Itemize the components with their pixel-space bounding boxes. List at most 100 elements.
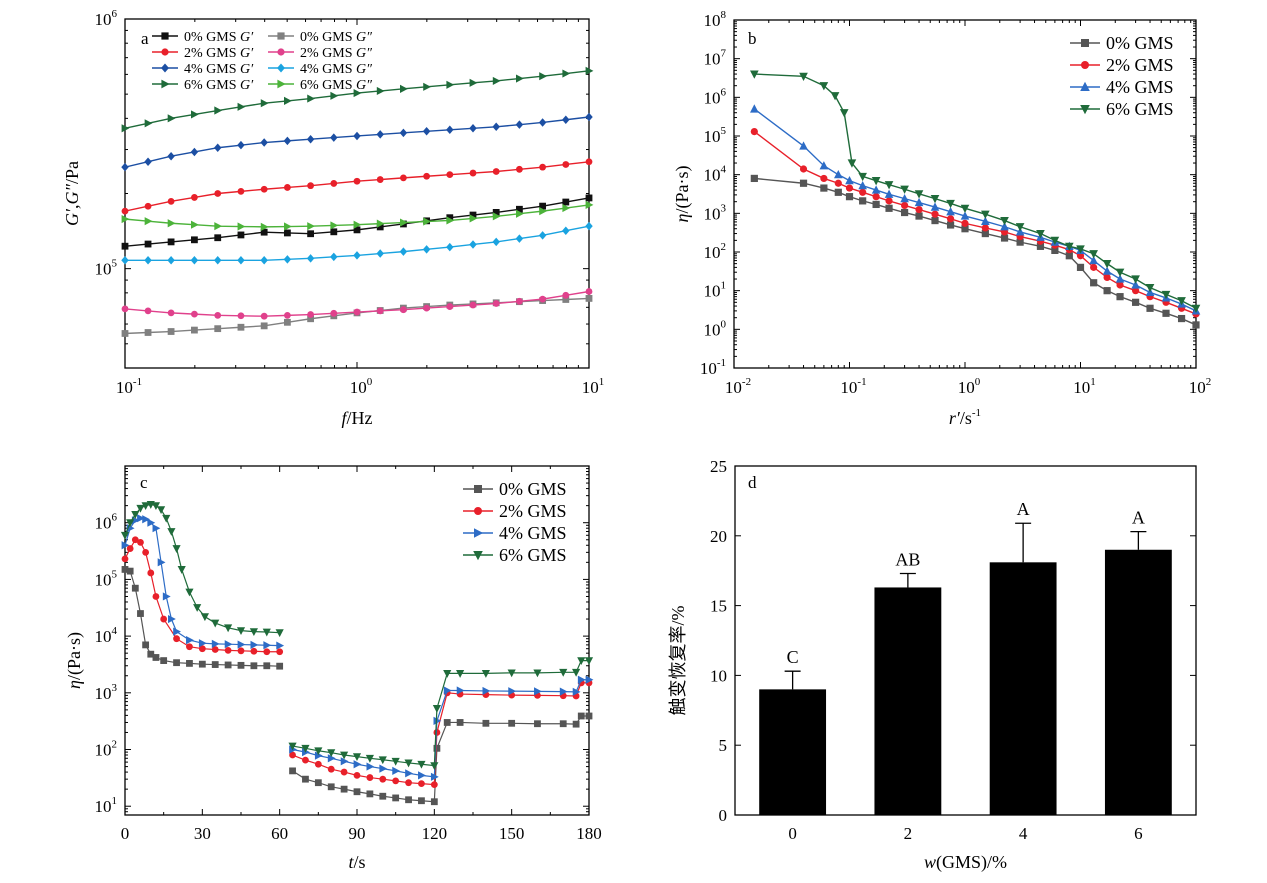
panel-a-series-2-point <box>283 136 292 146</box>
panel-b-series-0-point <box>1065 252 1073 260</box>
panel-b-series-1-point <box>901 201 909 210</box>
panel-a-series-6-point <box>469 240 477 249</box>
panel-c-series-2-point <box>418 771 426 780</box>
bar-2 <box>874 587 942 815</box>
panel-c-series-3-point <box>131 511 140 519</box>
panel-b-series-3-point <box>1015 223 1025 232</box>
panel-c-series-3-point <box>185 588 194 597</box>
panel-a-series-5-point <box>260 312 268 320</box>
panel-b-series-1-point <box>845 184 854 192</box>
significance-label-4: A <box>1017 499 1030 519</box>
panel-b-series-2-point <box>1102 266 1112 275</box>
panel-b-series-0-point <box>820 184 828 192</box>
panel-c-series-0-point <box>131 584 139 592</box>
panel-c-series-2-point <box>131 516 140 525</box>
panel-a-series-3-point <box>191 110 199 119</box>
panel-a-series-4-point <box>562 296 570 303</box>
legend-entry-symbol: G′ <box>240 78 254 93</box>
panel-b-series-1-point <box>872 193 880 201</box>
panel-c-series-3-point <box>172 545 181 553</box>
panel-b-x-label: 101 <box>1073 376 1096 397</box>
ylabel-rest: /(Pa·s) <box>64 632 85 680</box>
panel-b-series-3-point <box>1131 275 1140 284</box>
panel-c-series-0-point <box>340 785 348 793</box>
panel-b-series-3-point <box>1115 268 1125 277</box>
panel-b-series-0-point <box>1162 309 1170 317</box>
panel-c-series-3-point <box>211 619 220 628</box>
legend-swatch-marker <box>161 32 169 40</box>
panel-c-series-0-point <box>577 712 585 720</box>
panel-b-series-1-point <box>981 224 989 232</box>
tick-label-base: 10 <box>700 359 717 378</box>
panel-a-series-2-point <box>144 157 152 166</box>
panel-a-series-3-point <box>237 102 246 111</box>
legend-entry-symbol: G″ <box>356 46 372 61</box>
panel-a-series-3-point <box>469 78 478 87</box>
panel-a-series-6-point <box>492 237 500 247</box>
panel-a-series-4-point <box>191 326 198 334</box>
tick-label-exponent: -1 <box>133 376 142 388</box>
tick-label-exponent: 3 <box>721 202 727 214</box>
legend-swatch-marker <box>277 63 285 73</box>
panel-c-y-label: 101 <box>95 795 118 816</box>
tick-label-exponent: 7 <box>721 48 727 60</box>
panel-a-series-0-point <box>469 211 477 219</box>
panel-a-series-2-point <box>422 127 431 136</box>
panel-c-y-label: 105 <box>95 568 118 589</box>
legend-entry-symbol: G″ <box>356 78 372 93</box>
panel-b-series-2-point <box>871 185 881 194</box>
tick-label-exponent: 2 <box>1206 376 1212 388</box>
tick-label-exponent: 6 <box>112 8 118 20</box>
panel-a-series-2-point <box>562 115 570 124</box>
panel-a-series-0-point <box>214 234 222 242</box>
panel-c-series-2-point <box>508 687 517 696</box>
panel-a-series-2-point <box>190 147 199 157</box>
panel-b-series-1-point <box>750 127 758 136</box>
tick-label-exponent: 1 <box>1090 376 1096 388</box>
panel-b-series-3-point <box>830 92 840 101</box>
panel-c-series-3-point <box>167 528 176 536</box>
panel-c-series-3-point <box>577 657 586 666</box>
panel-a-series-5-point <box>283 311 291 319</box>
panel-a-series-3-point <box>330 91 339 100</box>
panel-c-series-2-point <box>366 762 375 771</box>
panel-a-series-7-point <box>144 217 153 226</box>
panel-c-series-2-point <box>162 592 171 601</box>
panel-b-series-3-point <box>884 181 894 190</box>
panel-b-x-label: 10-1 <box>840 376 866 397</box>
panel-b-series-3-point <box>1102 260 1112 269</box>
panel-c-series-3-point <box>200 613 209 622</box>
panel-a-series-6-point <box>144 256 152 265</box>
panel-a-series-7-point <box>539 207 548 216</box>
panel-a-series-4-point <box>283 318 291 326</box>
panel-c-series-1-point <box>366 774 374 781</box>
panel-d-y-label: 5 <box>719 736 728 755</box>
panel-c-series-0-point <box>250 662 258 670</box>
panel-d-ylabel: 触变恢复率/% <box>668 605 688 715</box>
legend-entry-2: 4% GMS <box>1106 77 1174 97</box>
panel-c-series-3-point <box>378 756 387 765</box>
tick-label-base: 10 <box>704 166 721 185</box>
legend-swatch-marker <box>474 485 482 493</box>
panel-c-series-0-point <box>237 661 245 669</box>
panel-c-series-0-point <box>276 662 284 670</box>
legend-swatch-marker <box>1081 61 1089 69</box>
tick-label-base: 10 <box>95 797 112 816</box>
panel-b-series-1-point <box>961 219 969 227</box>
tick-label-exponent: 8 <box>721 9 727 21</box>
panel-c-series-0-point <box>289 767 296 775</box>
panel-c-series-2-point <box>456 686 465 695</box>
panel-a-series-7-point <box>585 200 594 210</box>
legend-entry-text: 6% GMS <box>300 78 356 93</box>
panel-c-series-0-point <box>418 797 425 805</box>
panel-a-series-6-point <box>283 255 292 264</box>
panel-b-series-2-point <box>1131 280 1140 289</box>
panel-b-series-3-point <box>1050 236 1060 246</box>
panel-c-series-3-point <box>456 669 465 678</box>
panel-c-series-2-point <box>430 772 439 781</box>
panel-a-series-1-point <box>516 165 523 173</box>
panel-b-series-2-point <box>930 202 940 211</box>
panel-c-series-3-point <box>443 669 452 678</box>
